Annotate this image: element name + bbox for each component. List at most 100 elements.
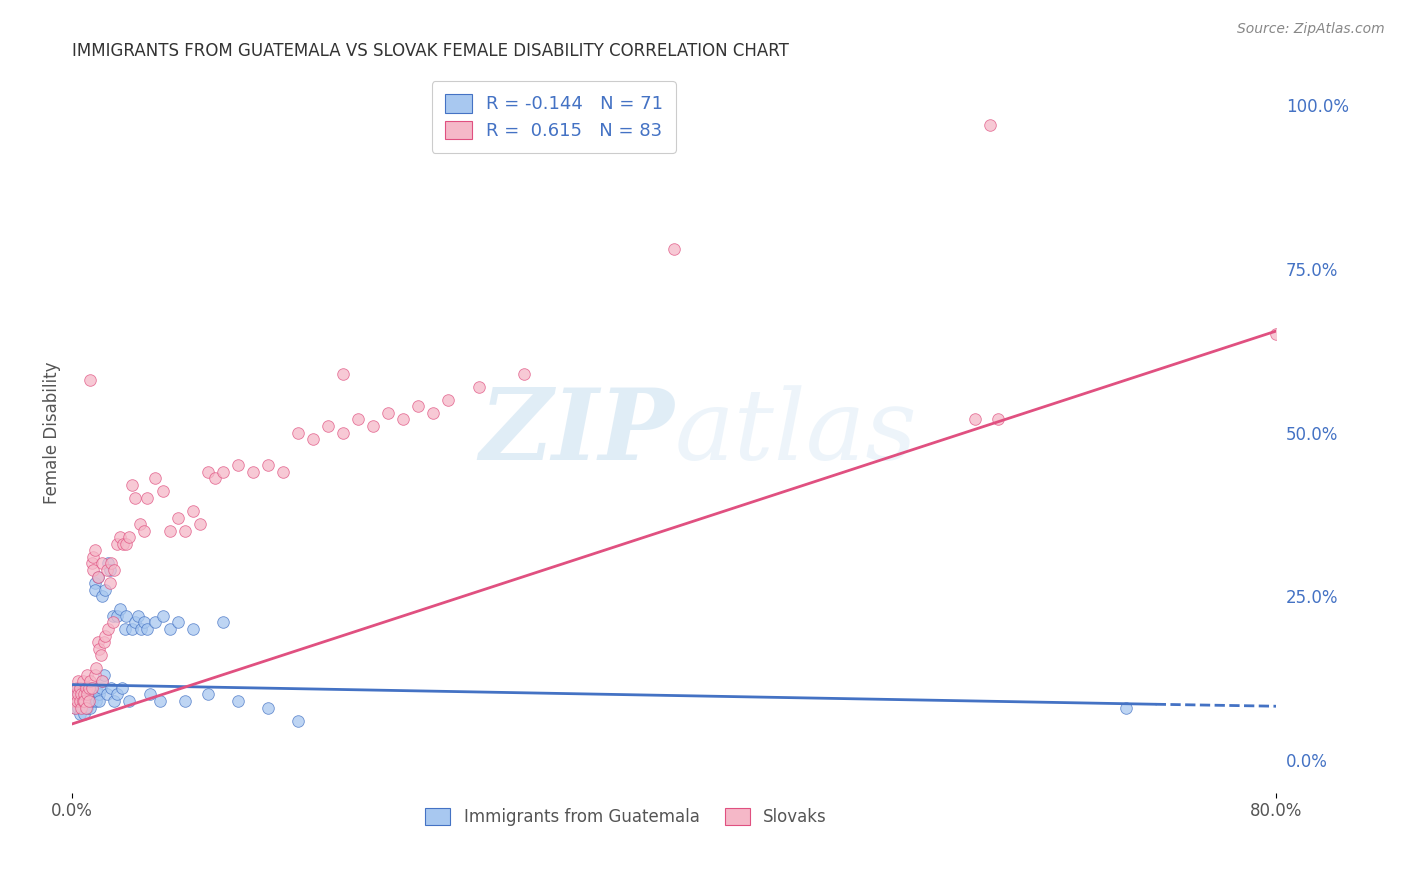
Point: [83, 582, 105, 597]
Point: [211, 615, 233, 630]
Point: [87, 635, 110, 649]
Point: [67, 688, 90, 702]
Point: [287, 714, 309, 728]
Point: [662, 242, 685, 256]
Point: [70, 694, 93, 708]
Point: [271, 465, 294, 479]
Point: [66, 694, 89, 708]
Point: [80, 681, 103, 695]
Point: [103, 694, 125, 708]
Point: [97, 557, 120, 571]
Point: [76, 668, 98, 682]
Point: [979, 118, 1001, 132]
Point: [75, 681, 97, 695]
Point: [98, 563, 121, 577]
Point: [84, 694, 107, 708]
Point: [79, 373, 101, 387]
Point: [105, 537, 128, 551]
Point: [188, 517, 211, 532]
Point: [98, 576, 121, 591]
Point: [316, 419, 339, 434]
Point: [136, 491, 159, 505]
Point: [226, 694, 249, 708]
Point: [965, 412, 987, 426]
Text: ZIP: ZIP: [479, 384, 673, 481]
Point: [73, 688, 96, 702]
Point: [89, 694, 111, 708]
Point: [69, 681, 91, 695]
Point: [96, 563, 118, 577]
Point: [69, 681, 91, 695]
Point: [124, 491, 146, 505]
Point: [181, 504, 204, 518]
Point: [103, 563, 125, 577]
Point: [111, 681, 134, 695]
Point: [124, 615, 146, 630]
Point: [197, 688, 219, 702]
Point: [174, 524, 197, 538]
Point: [89, 688, 111, 702]
Point: [131, 622, 153, 636]
Point: [69, 694, 91, 708]
Point: [105, 608, 128, 623]
Point: [77, 681, 100, 695]
Point: [65, 688, 87, 702]
Point: [91, 674, 114, 689]
Point: [91, 557, 114, 571]
Point: [512, 367, 534, 381]
Point: [66, 681, 89, 695]
Point: [67, 700, 90, 714]
Point: [76, 688, 98, 702]
Point: [70, 700, 93, 714]
Point: [159, 622, 181, 636]
Point: [77, 694, 100, 708]
Point: [62, 694, 84, 708]
Point: [67, 674, 90, 689]
Point: [65, 688, 87, 702]
Point: [67, 688, 90, 702]
Point: [408, 400, 430, 414]
Point: [66, 694, 89, 708]
Point: [69, 694, 91, 708]
Point: [75, 681, 97, 695]
Point: [121, 622, 143, 636]
Point: [97, 622, 120, 636]
Point: [115, 608, 138, 623]
Point: [75, 694, 97, 708]
Point: [257, 458, 280, 473]
Point: [152, 608, 174, 623]
Point: [143, 615, 166, 630]
Point: [77, 681, 100, 695]
Point: [82, 563, 104, 577]
Text: Source: ZipAtlas.com: Source: ZipAtlas.com: [1237, 22, 1385, 37]
Point: [75, 700, 97, 714]
Point: [100, 681, 122, 695]
Point: [347, 412, 370, 426]
Point: [105, 688, 128, 702]
Point: [79, 700, 101, 714]
Legend: Immigrants from Guatemala, Slovaks: Immigrants from Guatemala, Slovaks: [418, 800, 835, 835]
Point: [257, 700, 280, 714]
Point: [101, 615, 124, 630]
Point: [66, 681, 89, 695]
Point: [110, 602, 132, 616]
Point: [87, 569, 110, 583]
Point: [72, 674, 94, 689]
Point: [242, 465, 264, 479]
Point: [100, 557, 122, 571]
Point: [80, 681, 103, 695]
Point: [134, 615, 156, 630]
Point: [82, 549, 104, 564]
Point: [76, 700, 98, 714]
Point: [94, 628, 117, 642]
Point: [467, 380, 489, 394]
Point: [89, 641, 111, 656]
Point: [136, 622, 159, 636]
Point: [148, 694, 170, 708]
Point: [302, 432, 325, 446]
Point: [96, 688, 118, 702]
Point: [110, 530, 132, 544]
Y-axis label: Female Disability: Female Disability: [44, 361, 60, 504]
Point: [112, 537, 135, 551]
Point: [93, 668, 115, 682]
